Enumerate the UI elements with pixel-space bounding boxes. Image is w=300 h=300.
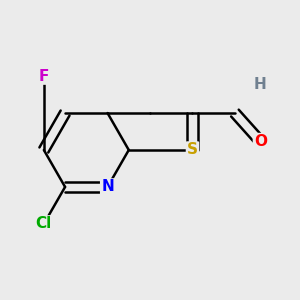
Text: F: F — [39, 69, 49, 84]
Text: H: H — [254, 77, 267, 92]
Text: S: S — [187, 142, 198, 158]
Text: O: O — [254, 134, 267, 149]
Text: Cl: Cl — [36, 216, 52, 231]
Text: N: N — [101, 179, 114, 194]
